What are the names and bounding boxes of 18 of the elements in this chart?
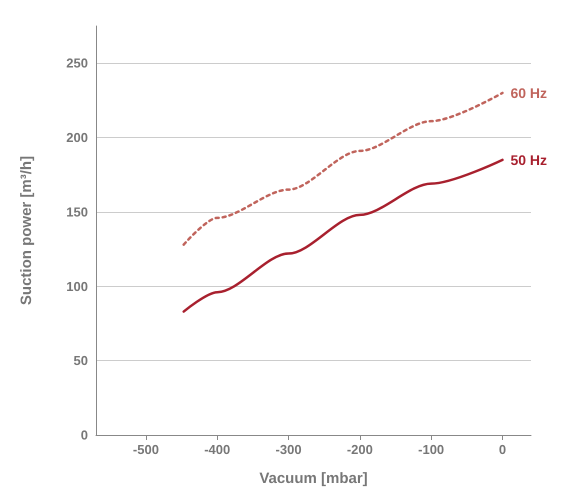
line-series: [182, 158, 504, 313]
series-label: 60 Hz: [510, 84, 548, 101]
series-label: 50 Hz: [510, 152, 548, 168]
x-tick-label: -400: [204, 442, 230, 457]
x-tick-label: -300: [276, 442, 302, 457]
x-tick-label: 0: [498, 442, 506, 457]
y-tick-label: 50: [74, 353, 88, 368]
y-axis-title: Suction power [m³/h]: [18, 156, 35, 306]
x-axis-title: Vacuum [mbar]: [259, 470, 368, 487]
x-tick-label: -500: [132, 442, 159, 457]
line-series: [182, 92, 504, 246]
y-tick-label: 200: [66, 130, 88, 146]
y-tick-label: 250: [66, 56, 88, 71]
x-tick-label: -100: [418, 442, 444, 457]
x-tick-label: -200: [346, 442, 373, 457]
y-tick-label: 0: [80, 428, 88, 442]
y-tick-label: 150: [66, 204, 88, 220]
y-tick-label: 100: [66, 278, 88, 294]
